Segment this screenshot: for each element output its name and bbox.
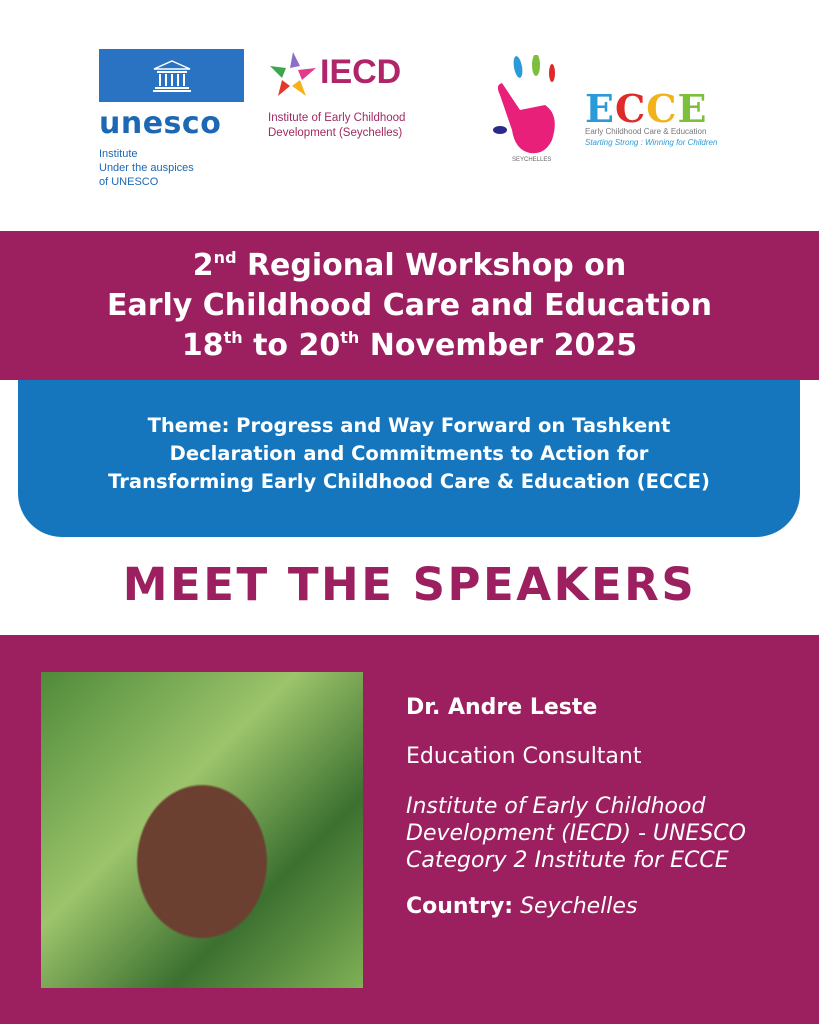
handprint-logo: SEYCHELLES: [493, 55, 555, 163]
speaker-organization: Institute of Early Childhood Development…: [406, 794, 746, 873]
unesco-wordmark: unesco: [99, 106, 222, 141]
theme-box: Theme: Progress and Way Forward on Tashk…: [18, 380, 800, 537]
unesco-sub-line: Under the auspices: [99, 162, 194, 174]
speaker-country: Country: Seychelles: [406, 894, 806, 919]
event-title-line: Early Childhood Care and Education: [106, 288, 713, 323]
ecce-letter: E: [585, 86, 615, 131]
iecd-subtitle: Institute of Early Childhood Development…: [268, 111, 405, 141]
theme-line: Declaration and Commitments to Action fo…: [169, 442, 649, 465]
unesco-sub-line: Institute: [99, 148, 138, 160]
speaker-photo: [41, 672, 363, 988]
iecd-wordmark: IECD: [320, 53, 402, 91]
country-value: Seychelles: [520, 894, 638, 919]
event-title-line: 2nd Regional Workshop on: [0, 246, 819, 286]
ordinal-suffix: th: [340, 328, 360, 347]
event-dates: 18th to 20th November 2025: [0, 326, 819, 366]
iecd-sub-line: Development (Seychelles): [268, 127, 403, 139]
date-month-year: November 2025: [359, 328, 638, 363]
seychelles-hand-text: SEYCHELLES: [512, 157, 551, 163]
iecd-sub-line: Institute of Early Childhood: [268, 112, 406, 124]
ecce-tagline: Starting Strong : Winning for Children: [585, 138, 718, 147]
ecce-wordmark: ECCE: [585, 86, 707, 131]
date-end: to 20: [242, 328, 341, 363]
speaker-info: Dr. Andre Leste Education Consultant Ins…: [406, 695, 806, 919]
speaker-name: Dr. Andre Leste: [406, 695, 598, 720]
theme-line: Theme: Progress and Way Forward on Tashk…: [147, 414, 671, 437]
ordinal: 2: [192, 248, 214, 283]
ordinal-suffix: th: [223, 328, 243, 347]
ecce-subtitle: Early Childhood Care & Education: [585, 127, 707, 136]
date-start: 18: [181, 328, 224, 363]
event-title-banner: 2nd Regional Workshop on Early Childhood…: [0, 231, 819, 380]
unesco-sub-line: of UNESCO: [99, 176, 159, 188]
iecd-star-logo: [270, 52, 316, 96]
speaker-role: Education Consultant: [406, 744, 642, 769]
country-label: Country:: [406, 894, 514, 919]
title-text: Regional Workshop on: [236, 248, 627, 283]
unesco-temple-logo: [99, 49, 244, 102]
ecce-letter: C: [646, 86, 678, 131]
ecce-letter: E: [677, 86, 708, 131]
section-heading: MEET THE SPEAKERS: [122, 558, 697, 611]
ecce-letter: C: [614, 86, 647, 131]
unesco-subtitle: Institute Under the auspices of UNESCO: [99, 147, 194, 189]
ordinal-suffix: nd: [213, 248, 237, 267]
theme-line: Transforming Early Childhood Care & Educ…: [108, 470, 710, 493]
